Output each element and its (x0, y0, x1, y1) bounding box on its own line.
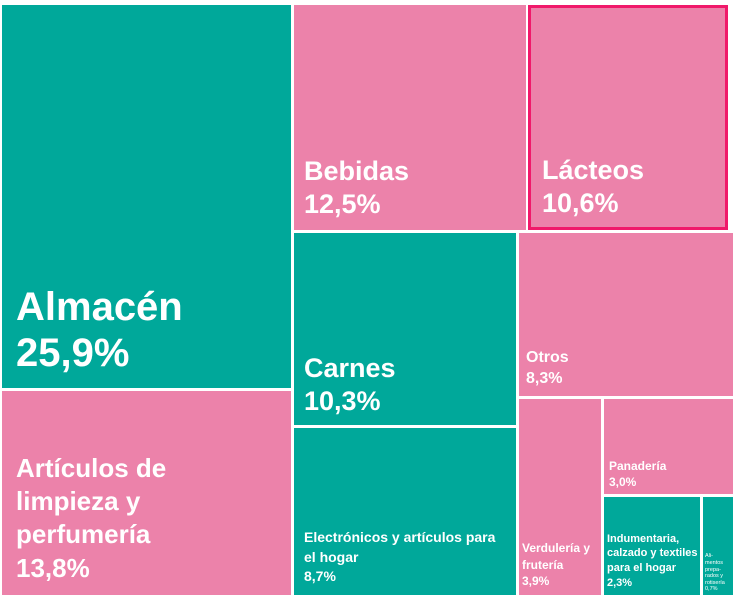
treemap-tile-indumentaria-calzado-y-textile: Indumentaria, calzado y textiles para el… (604, 497, 700, 595)
tile-category-label: Lácteos (542, 154, 645, 185)
tile-category-label: Electrónicos y artículos para el hogar (304, 529, 496, 565)
tile-category-label: Ali- mentos prepa- rados y rotisería (705, 553, 725, 586)
tile-value-label: 2,3% (607, 577, 633, 590)
tile-category-label: Bebidas (304, 155, 410, 186)
tile-value-label: 8,3% (526, 370, 563, 388)
tile-value-label: 10,3% (304, 386, 381, 417)
tile-category-label: Artículos de limpieza y perfumería (16, 452, 167, 550)
treemap-tile-articulos-de-limpieza-y-perfum: Artículos de limpieza y perfumería 13,8% (2, 391, 291, 595)
tile-value-label: 12,5% (304, 189, 381, 220)
tile-category-label: Carnes (304, 352, 396, 383)
treemap-tile-almacen: Almacén 25,9% (2, 5, 291, 388)
treemap-tile-bebidas: Bebidas 12,5% (294, 5, 526, 230)
treemap-tile-verduleria-y-fruteria: Verdulería y frutería 3,9% (519, 399, 601, 595)
tile-value-label: 0,7% (705, 586, 718, 593)
tile-value-label: 8,7% (304, 568, 336, 585)
tile-value-label: 10,6% (542, 188, 619, 219)
treemap-tile-lacteos: Lácteos 10,6% (528, 5, 728, 230)
tile-category-label: Indumentaria, calzado y textiles para el… (607, 532, 698, 575)
tile-category-label: Panadería (609, 458, 667, 473)
tile-category-label: Verdulería y frutería (522, 541, 591, 572)
tile-value-label: 13,8% (16, 552, 90, 583)
tile-category-label: Almacén (16, 285, 183, 329)
treemap-tile-otros: Otros 8,3% (519, 233, 733, 396)
tile-category-label: Otros (526, 348, 569, 366)
treemap-tile-carnes: Carnes 10,3% (294, 233, 516, 425)
tile-value-label: 3,0% (609, 474, 637, 489)
tile-value-label: 25,9% (16, 331, 130, 375)
treemap-tile-panaderia: Panadería 3,0% (604, 399, 733, 494)
treemap-tile-electronicos-y-articulos-para-: Electrónicos y artículos para el hogar 8,… (294, 428, 516, 595)
tile-value-label: 3,9% (522, 573, 550, 588)
treemap-tile-ali-mentos-prepa-rados-y-rotis: Ali- mentos prepa- rados y rotisería 0,7% (703, 497, 733, 595)
